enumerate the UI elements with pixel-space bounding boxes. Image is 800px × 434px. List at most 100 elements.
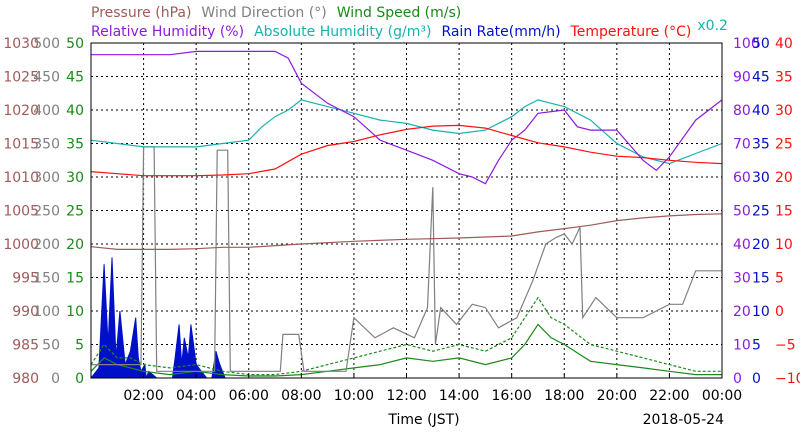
y-tick-label-wind-direction: 400: [33, 103, 60, 119]
y-tick-label-wind-direction: 450: [33, 70, 60, 86]
y-tick-label-wind-speed: 30: [66, 170, 84, 186]
y-tick-label-wind-speed: 45: [66, 70, 84, 86]
y-tick-label-temperature: −10: [775, 371, 800, 387]
y-tick-label-rain-rate: 20: [752, 237, 770, 253]
y-tick-label-humidity: 60: [733, 170, 751, 186]
y-tick-label-wind-direction: 0: [51, 371, 60, 387]
y-tick-label-temperature: 35: [775, 70, 793, 86]
y-tick-label-temperature: 40: [775, 36, 793, 52]
y-tick-label-wind-direction: 100: [33, 304, 60, 320]
y-tick-label-pressure: 1030: [3, 36, 39, 52]
y-tick-label-wind-direction: 350: [33, 137, 60, 153]
series-pressure: [90, 213, 723, 250]
legend-entry: Wind Direction (°): [201, 5, 326, 21]
x-tick-label: 06:00: [229, 388, 269, 404]
x-tick-label: 18:00: [544, 388, 584, 404]
y-tick-label-pressure: 1010: [3, 170, 39, 186]
y-tick-label-humidity: 20: [733, 304, 751, 320]
y-tick-label-pressure: 1025: [3, 70, 39, 86]
x-tick-label: 10:00: [334, 388, 374, 404]
y-tick-label-wind-speed: 50: [66, 36, 84, 52]
grid: [91, 43, 722, 378]
y-tick-label-humidity: 80: [733, 103, 751, 119]
x-tick-label: 20:00: [597, 388, 637, 404]
x-tick-label: 04:00: [176, 388, 216, 404]
y-tick-label-temperature: 30: [775, 103, 793, 119]
y-tick-label-humidity: 90: [733, 70, 751, 86]
legend-entry: Pressure (hPa): [91, 5, 191, 21]
y-tick-label-wind-speed: 5: [75, 338, 84, 354]
y-tick-label-humidity: 10: [733, 338, 751, 354]
y-tick-label-rain-rate: 40: [752, 103, 770, 119]
legend-entry: Absolute Humidity (g/m³): [254, 24, 431, 40]
x-tick-label: 08:00: [281, 388, 321, 404]
y-tick-label-wind-speed: 20: [66, 237, 84, 253]
y-tick-label-wind-direction: 500: [33, 36, 60, 52]
y-tick-label-wind-speed: 15: [66, 271, 84, 287]
y-tick-label-wind-direction: 50: [42, 338, 60, 354]
y-tick-label-temperature: 0: [775, 304, 784, 320]
series-rain-rate: [89, 257, 236, 379]
y-tick-label-wind-speed: 10: [66, 304, 84, 320]
y-tick-label-humidity: 0: [733, 371, 742, 387]
y-tick-label-wind-speed: 40: [66, 103, 84, 119]
y-tick-label-rain-rate: 35: [752, 137, 770, 153]
y-tick-label-rain-rate: 45: [752, 70, 770, 86]
y-tick-label-pressure: 1005: [3, 204, 39, 220]
y-tick-label-wind-direction: 200: [33, 237, 60, 253]
x-tick-label: 22:00: [649, 388, 689, 404]
y-tick-label-wind-direction: 150: [33, 271, 60, 287]
date-label: 2018-05-24: [643, 412, 724, 428]
series-wind-direction: [91, 146, 722, 372]
x-tick-label: 02:00: [123, 388, 163, 404]
y-tick-label-humidity: 40: [733, 237, 751, 253]
x-tick-label: 00:00: [702, 388, 742, 404]
y-tick-label-rain-rate: 25: [752, 204, 770, 220]
legend-entry: Rain Rate(mm/h): [441, 24, 560, 40]
y-tick-label-rain-rate: 0: [752, 371, 761, 387]
y-tick-label-humidity: 70: [733, 137, 751, 153]
y-tick-label-wind-direction: 300: [33, 170, 60, 186]
y-tick-label-wind-speed: 35: [66, 137, 84, 153]
y-tick-label-pressure: 995: [12, 271, 39, 287]
y-tick-label-temperature: 25: [775, 137, 793, 153]
y-tick-label-rain-rate: 5: [752, 338, 761, 354]
y-tick-label-wind-direction: 250: [33, 204, 60, 220]
series-absolute-humidity: [90, 99, 723, 165]
y-tick-label-wind-speed: 25: [66, 204, 84, 220]
y-tick-label-pressure: 990: [12, 304, 39, 320]
series-wind-speed: [90, 323, 722, 377]
x-axis-label: Time (JST): [387, 412, 459, 428]
series-temperature: [90, 124, 723, 177]
y-tick-label-temperature: 10: [775, 237, 793, 253]
y-tick-label-humidity: 30: [733, 271, 751, 287]
y-tick-label-temperature: 20: [775, 170, 793, 186]
y-tick-label-humidity: 50: [733, 204, 751, 220]
legend-entry: Wind Speed (m/s): [337, 5, 462, 21]
y-tick-label-pressure: 1020: [3, 103, 39, 119]
x-tick-label: 14:00: [439, 388, 479, 404]
y-tick-label-pressure: 985: [12, 338, 39, 354]
legend: Pressure (hPa) Wind Direction (°) Wind Spe…: [91, 5, 728, 40]
y-tick-label-temperature: 15: [775, 204, 793, 220]
y-tick-label-rain-rate: 15: [752, 271, 770, 287]
y-tick-label-wind-speed: 0: [75, 371, 84, 387]
y-tick-label-pressure: 1000: [3, 237, 39, 253]
y-tick-label-rain-rate: 10: [752, 304, 770, 320]
y-axes: 1030102510201015101010051000995990985980…: [3, 36, 800, 387]
legend-entry: Temperature (°C): [570, 24, 692, 40]
y-tick-label-pressure: 1015: [3, 137, 39, 153]
y-tick-label-pressure: 980: [12, 371, 39, 387]
legend-entry: Relative Humidity (%): [91, 24, 244, 40]
y-tick-label-temperature: 5: [775, 271, 784, 287]
x-tick-label: 16:00: [491, 388, 531, 404]
legend-factor: x0.2: [697, 18, 728, 34]
x-tick-label: 12:00: [386, 388, 426, 404]
y-tick-label-humidity: 100: [733, 36, 760, 52]
series-relative-humidity: [91, 50, 723, 185]
y-tick-label-rain-rate: 50: [752, 36, 770, 52]
y-tick-label-rain-rate: 30: [752, 170, 770, 186]
x-axis: 02:00 04:00 06:00 08:00 10:00 12:00 14:00 16:00…: [123, 374, 742, 404]
y-tick-label-temperature: −5: [775, 338, 796, 354]
